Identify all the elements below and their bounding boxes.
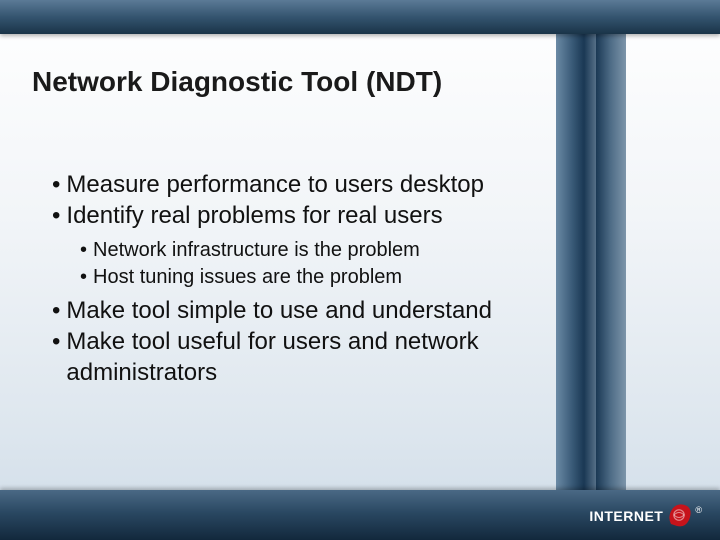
top-bar [0, 0, 720, 34]
logo-text: INTERNET [589, 508, 663, 524]
bullet-dot: • [52, 170, 60, 201]
bullet-text: Measure performance to users desktop [66, 170, 484, 201]
bullet-dot: • [80, 237, 87, 263]
bullet-dot: • [80, 264, 87, 290]
side-stripe-right [596, 0, 626, 540]
bullet-lvl1: • Identify real problems for real users [52, 201, 600, 232]
bullet-text: Make tool useful for users and network a… [66, 327, 600, 388]
bullet-lvl1: • Make tool simple to use and understand [52, 296, 600, 327]
logo-registered: ® [695, 505, 702, 515]
slide-title: Network Diagnostic Tool (NDT) [32, 66, 442, 98]
footer-logo: INTERNET ® [589, 502, 702, 530]
bullet-lvl2: • Host tuning issues are the problem [80, 264, 600, 290]
bullet-lvl2-group: • Network infrastructure is the problem … [80, 237, 600, 290]
bullet-dot: • [52, 201, 60, 232]
bullet-text: Identify real problems for real users [66, 201, 442, 232]
slide-body: • Measure performance to users desktop •… [52, 170, 600, 388]
bullet-lvl1: • Measure performance to users desktop [52, 170, 600, 201]
bullet-lvl1: • Make tool useful for users and network… [52, 327, 600, 388]
bullet-lvl2: • Network infrastructure is the problem [80, 237, 600, 263]
bullet-text: Host tuning issues are the problem [93, 264, 402, 290]
bullet-text: Network infrastructure is the problem [93, 237, 420, 263]
bullet-dot: • [52, 327, 60, 388]
bullet-dot: • [52, 296, 60, 327]
logo-mark-icon [665, 502, 693, 530]
bullet-text: Make tool simple to use and understand [66, 296, 492, 327]
